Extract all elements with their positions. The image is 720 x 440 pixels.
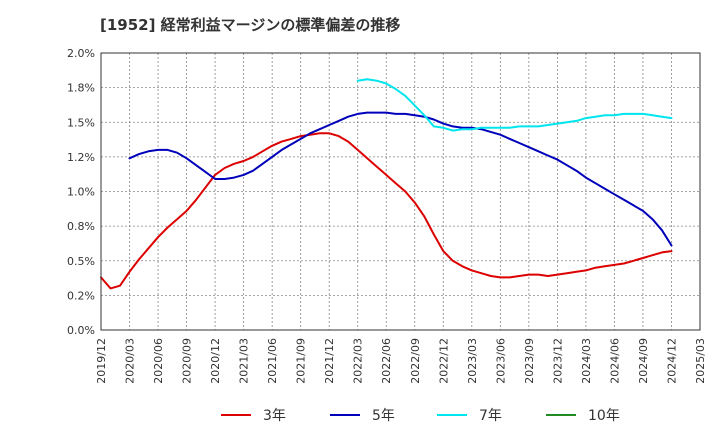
legend-label: 3年 (263, 408, 286, 424)
series-line-5年 (128, 111, 673, 247)
plot-background (101, 53, 700, 330)
x-tick-label: 2019/12 (95, 338, 108, 384)
x-tick-label: 2025/03 (694, 338, 707, 384)
y-tick-label: 0.2% (67, 289, 95, 302)
x-tick-label: 2024/12 (665, 338, 678, 384)
x-tick-label: 2023/12 (551, 338, 564, 384)
y-tick-label: 2.0% (67, 47, 95, 60)
y-tick-label: 0.0% (67, 324, 95, 337)
x-tick-label: 2021/06 (266, 338, 279, 384)
x-tick-label: 2022/03 (352, 338, 365, 384)
x-tick-label: 2023/06 (494, 338, 507, 384)
plot-frame (100, 52, 701, 331)
x-tick-label: 2021/12 (323, 338, 336, 384)
x-tick-label: 2024/09 (637, 338, 650, 384)
x-tick-label: 2024/03 (580, 338, 593, 384)
legend-item: 10年 (546, 403, 620, 427)
grid (100, 52, 701, 331)
x-tick-label: 2022/06 (380, 338, 393, 384)
legend-label: 5年 (372, 408, 395, 424)
x-tick-label: 2021/03 (238, 338, 251, 384)
legend: 3年 5年 7年 10年 (0, 403, 720, 427)
x-axis-ticks: 2019/12 2020/03 2020/06 2020/09 2020/12 2021/… (95, 338, 707, 384)
x-tick-label: 2020/03 (124, 338, 137, 384)
y-tick-label: 0.5% (67, 255, 95, 268)
legend-item: 5年 (330, 403, 395, 427)
y-tick-label: 1.5% (67, 116, 95, 129)
x-tick-label: 2020/06 (152, 338, 165, 384)
series-line-3年 (100, 132, 673, 290)
x-tick-label: 2022/09 (409, 338, 422, 384)
legend-swatch (330, 414, 360, 416)
y-tick-label: 1.0% (67, 186, 95, 199)
x-tick-label: 2020/12 (209, 338, 222, 384)
y-axis-ticks: 0.0% 0.2% 0.5% 0.8% 1.0% 1.2% 1.5% 1.8% 2.0% (67, 47, 95, 337)
legend-item: 7年 (437, 403, 502, 427)
legend-label: 10年 (588, 408, 620, 424)
legend-swatch (437, 414, 467, 416)
chart-title: [1952] 経常利益マージンの標準偏差の推移 (100, 16, 401, 34)
x-tick-label: 2023/09 (523, 338, 536, 384)
legend-label: 7年 (479, 408, 502, 424)
y-tick-label: 0.8% (67, 220, 95, 233)
y-tick-label: 1.2% (67, 151, 95, 164)
x-tick-label: 2022/12 (437, 338, 450, 384)
series-lines (100, 78, 673, 290)
x-tick-label: 2024/06 (608, 338, 621, 384)
legend-swatch (546, 414, 576, 416)
legend-swatch (221, 414, 251, 416)
line-chart: 0.0% 0.2% 0.5% 0.8% 1.0% 1.2% 1.5% 1.8% 2.0% 201… (67, 47, 707, 384)
x-tick-label: 2020/09 (181, 338, 194, 384)
x-tick-label: 2023/03 (466, 338, 479, 384)
legend-item: 3年 (221, 403, 286, 427)
series-line-7年 (356, 78, 673, 132)
x-tick-label: 2021/09 (295, 338, 308, 384)
y-tick-label: 1.8% (67, 82, 95, 95)
